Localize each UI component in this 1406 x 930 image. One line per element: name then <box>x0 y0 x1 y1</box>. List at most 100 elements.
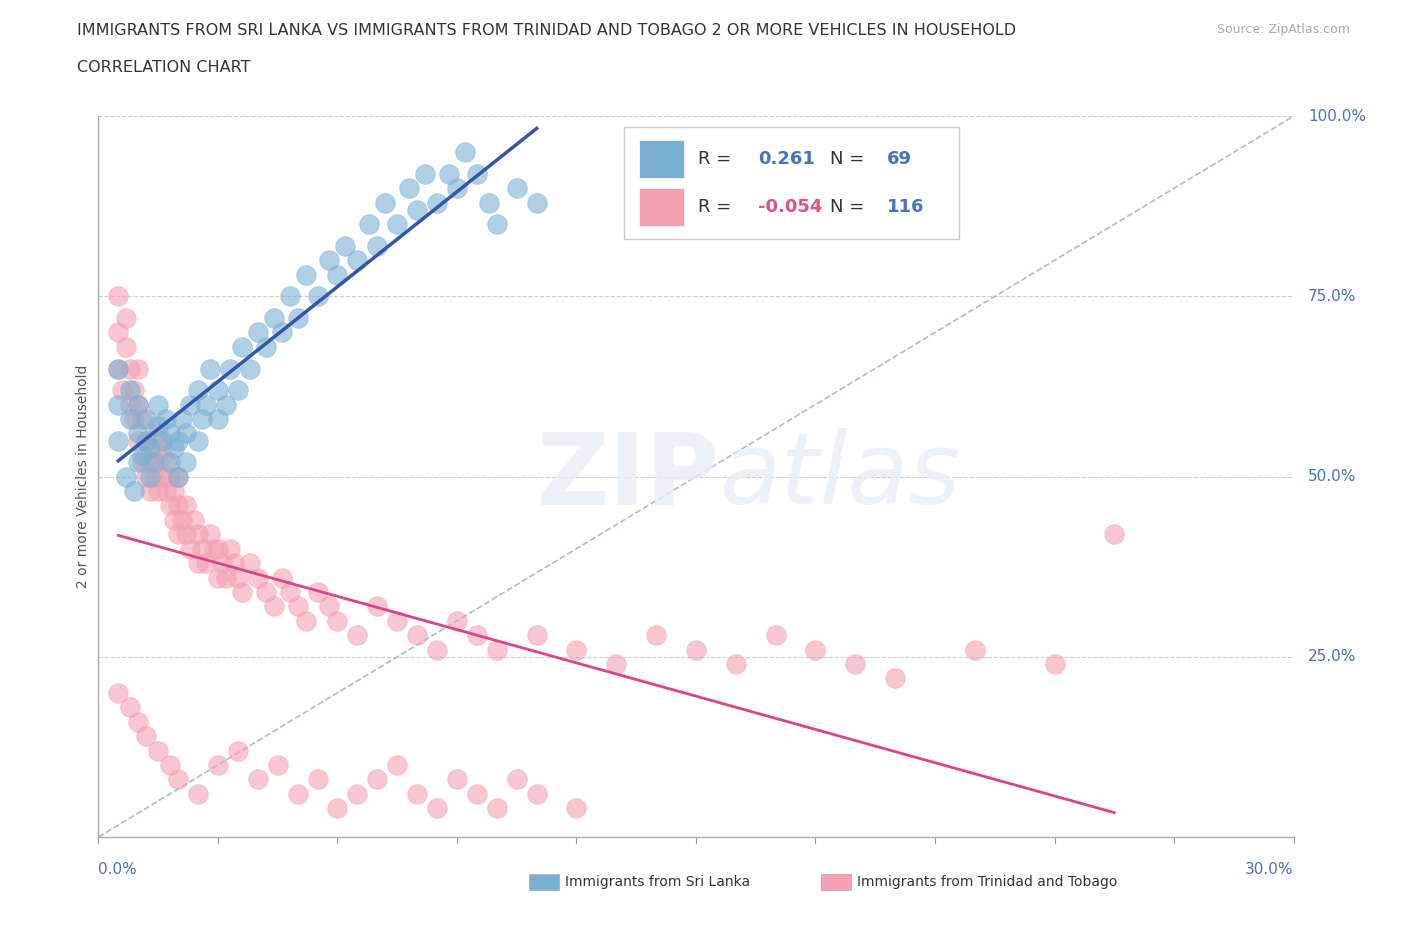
Point <box>406 203 429 218</box>
Y-axis label: 2 or more Vehicles in Household: 2 or more Vehicles in Household <box>76 365 90 589</box>
Point <box>413 166 436 181</box>
Point <box>374 195 396 210</box>
Point <box>124 383 146 398</box>
Point <box>287 599 309 614</box>
Text: 50.0%: 50.0% <box>1308 469 1357 485</box>
Point <box>187 787 209 802</box>
Point <box>159 757 181 772</box>
Point <box>254 339 277 354</box>
Point <box>172 412 194 427</box>
Point <box>107 326 129 340</box>
Point <box>198 526 221 541</box>
Point <box>148 484 170 498</box>
Point <box>485 217 508 232</box>
Point <box>318 253 340 268</box>
Point <box>191 541 214 556</box>
Point <box>127 397 149 412</box>
Point <box>884 671 907 686</box>
Point <box>107 361 129 376</box>
Point <box>465 628 488 643</box>
Point <box>565 801 588 816</box>
Text: 0.261: 0.261 <box>758 150 815 167</box>
Text: IMMIGRANTS FROM SRI LANKA VS IMMIGRANTS FROM TRINIDAD AND TOBAGO 2 OR MORE VEHIC: IMMIGRANTS FROM SRI LANKA VS IMMIGRANTS … <box>77 23 1017 38</box>
Point <box>465 166 488 181</box>
Point <box>155 484 177 498</box>
FancyBboxPatch shape <box>624 127 959 239</box>
Point <box>226 383 249 398</box>
Point <box>179 397 201 412</box>
Point <box>131 455 153 470</box>
Text: N =: N = <box>830 150 865 167</box>
Text: CORRELATION CHART: CORRELATION CHART <box>77 60 250 75</box>
Point <box>226 570 249 585</box>
Point <box>183 512 205 527</box>
Point <box>287 311 309 325</box>
Point <box>645 628 668 643</box>
Point <box>127 433 149 448</box>
Text: 75.0%: 75.0% <box>1308 289 1357 304</box>
Point <box>359 217 381 232</box>
Point <box>287 787 309 802</box>
Point <box>270 326 292 340</box>
Text: 0.0%: 0.0% <box>98 862 138 877</box>
Point <box>107 685 129 700</box>
Point <box>148 743 170 758</box>
Point <box>148 455 170 470</box>
Point <box>294 614 316 629</box>
Point <box>478 195 501 210</box>
Point <box>187 433 209 448</box>
Point <box>207 570 229 585</box>
Point <box>605 657 627 671</box>
Point <box>163 512 186 527</box>
Point <box>454 145 477 160</box>
Point <box>406 628 429 643</box>
Point <box>135 412 157 427</box>
Point <box>307 585 329 600</box>
Point <box>263 311 285 325</box>
Point <box>219 361 242 376</box>
Point <box>120 383 142 398</box>
Point <box>150 433 173 448</box>
Point <box>1043 657 1066 671</box>
Point <box>485 801 508 816</box>
Point <box>346 787 368 802</box>
Point <box>270 570 292 585</box>
Point <box>127 361 149 376</box>
Point <box>131 447 153 462</box>
Point <box>107 289 129 304</box>
Point <box>346 628 368 643</box>
Point <box>246 570 269 585</box>
Point <box>167 498 190 513</box>
Point <box>385 217 409 232</box>
Text: 30.0%: 30.0% <box>1246 862 1294 877</box>
Text: R =: R = <box>699 150 731 167</box>
Text: Source: ZipAtlas.com: Source: ZipAtlas.com <box>1216 23 1350 36</box>
Point <box>231 339 253 354</box>
Point <box>246 772 269 787</box>
Point <box>1104 526 1126 541</box>
Point <box>187 383 209 398</box>
Point <box>179 541 201 556</box>
Point <box>120 412 142 427</box>
Point <box>107 361 129 376</box>
Bar <box>821 874 852 890</box>
Point <box>226 743 249 758</box>
Text: 69: 69 <box>887 150 912 167</box>
Point <box>139 455 162 470</box>
Point <box>685 642 707 657</box>
Point <box>159 469 181 484</box>
Point <box>366 239 388 254</box>
Text: atlas: atlas <box>720 428 962 525</box>
Point <box>124 484 146 498</box>
Point <box>426 801 449 816</box>
Point <box>207 757 229 772</box>
Point <box>139 469 162 484</box>
Point <box>366 599 388 614</box>
Point <box>115 339 138 354</box>
Point <box>326 801 349 816</box>
Point <box>385 614 409 629</box>
Point <box>139 484 162 498</box>
Point <box>195 397 218 412</box>
Point <box>219 541 242 556</box>
Point <box>506 181 529 196</box>
